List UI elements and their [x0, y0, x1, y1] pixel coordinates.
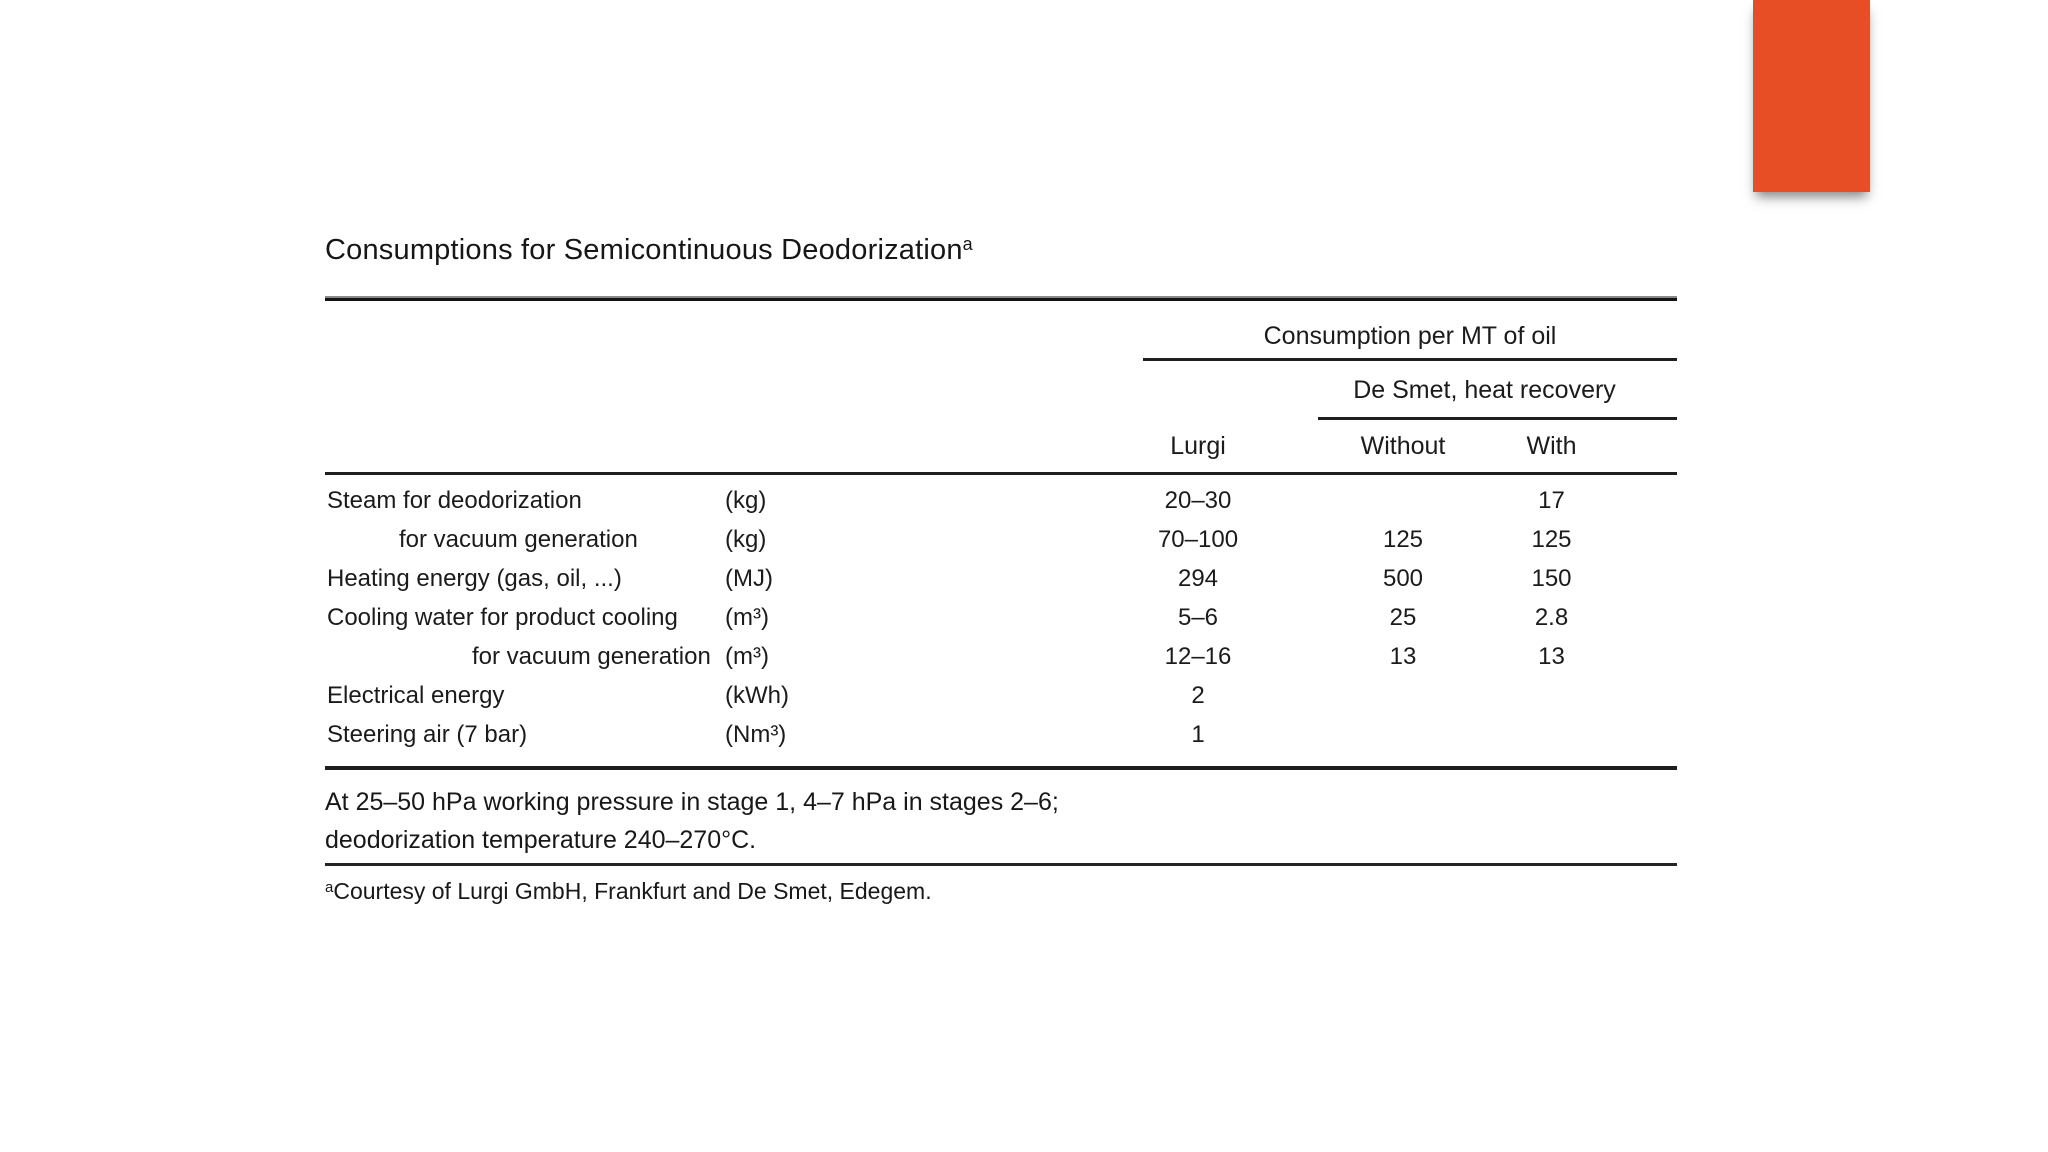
row-value-without [1333, 481, 1473, 520]
row-label: for vacuum generation [472, 643, 711, 670]
table-notes: At 25–50 hPa working pressure in stage 1… [325, 783, 1677, 859]
row-value-without: 25 [1389, 604, 1417, 631]
column-header-with: With [1526, 431, 1577, 460]
table-row: for vacuum generation (kg) 70–100 125 12… [325, 520, 1677, 559]
row-value-lurgi: 70–100 [1157, 526, 1239, 553]
table-bottom-rule [325, 766, 1677, 770]
row-value-without: 13 [1389, 643, 1417, 670]
row-label: for vacuum generation [399, 526, 638, 553]
row-label: Steering air (7 bar) [327, 721, 528, 748]
column-header-without: Without [1360, 431, 1446, 460]
table-row: for vacuum generation (m³) 12–16 13 13 [325, 637, 1677, 676]
table-body: Steam for deodorization (kg) 20–30 17 fo… [325, 475, 1677, 766]
table-row: Steam for deodorization (kg) 20–30 17 [325, 481, 1677, 520]
column-header-lurgi: Lurgi [1170, 431, 1226, 460]
note-line-1: At 25–50 hPa working pressure in stage 1… [325, 788, 1059, 816]
table-row: Cooling water for product cooling (m³) 5… [325, 598, 1677, 637]
span-header-label: Consumption per MT of oil [1263, 322, 1557, 350]
table-row: Electrical energy (kWh) 2 [325, 676, 1677, 715]
row-label: Steam for deodorization [327, 487, 582, 514]
footnote-rule [325, 863, 1677, 866]
row-unit: (MJ) [725, 565, 773, 592]
row-value-lurgi: 1 [1191, 721, 1205, 748]
row-value-lurgi: 294 [1177, 565, 1219, 592]
row-value-lurgi: 2 [1191, 682, 1205, 709]
table-title: Consumptions for Semicontinuous Deodoriz… [325, 234, 973, 267]
row-value-with [1473, 676, 1677, 715]
span-header-consumption-per-mt: Consumption per MT of oil [1143, 301, 1677, 361]
row-unit: (kg) [725, 487, 767, 514]
footnote-superscript: a [325, 879, 334, 896]
row-unit: (Nm³) [725, 721, 787, 748]
row-label: Cooling water for product cooling [327, 604, 678, 631]
row-value-with: 150 [1531, 565, 1572, 592]
footnote-text: Courtesy of Lurgi GmbH, Frankfurt and De… [333, 878, 932, 904]
row-value-without: 125 [1382, 526, 1424, 553]
row-value-lurgi: 20–30 [1164, 487, 1232, 514]
note-line-2: deodorization temperature 240–270°C. [325, 826, 757, 854]
row-value-without [1333, 676, 1473, 715]
row-label: Heating energy (gas, oil, ...) [327, 565, 622, 592]
row-value-with [1473, 715, 1677, 754]
consumption-table: Consumption per MT of oil De Smet, heat … [325, 296, 1677, 905]
row-unit: (m³) [725, 604, 769, 631]
row-value-lurgi: 5–6 [1177, 604, 1219, 631]
row-value-without: 500 [1382, 565, 1424, 592]
orange-accent-rectangle [1753, 0, 1870, 192]
group-header-de-smet: De Smet, heat recovery [1318, 361, 1677, 420]
table-title-text: Consumptions for Semicontinuous Deodoriz… [325, 234, 963, 266]
row-unit: (kWh) [725, 682, 789, 709]
table-row: Heating energy (gas, oil, ...) (MJ) 294 … [325, 559, 1677, 598]
row-unit: (m³) [725, 643, 769, 670]
table-row: Steering air (7 bar) (Nm³) 1 [325, 715, 1677, 754]
table-top-rule [325, 296, 1677, 301]
row-value-with: 13 [1538, 643, 1565, 670]
row-value-with: 2.8 [1534, 604, 1569, 631]
table-footnote: aCourtesy of Lurgi GmbH, Frankfurt and D… [325, 866, 1677, 905]
row-value-with: 125 [1531, 526, 1572, 553]
group-header-label: De Smet, heat recovery [1353, 376, 1616, 404]
row-value-lurgi: 12–16 [1164, 643, 1232, 670]
table-title-superscript: a [962, 234, 973, 254]
row-unit: (kg) [725, 526, 767, 553]
row-value-without [1333, 715, 1473, 754]
column-header-row: Lurgi Without With [325, 420, 1677, 475]
row-label: Electrical energy [327, 682, 505, 709]
row-value-with: 17 [1538, 487, 1565, 514]
